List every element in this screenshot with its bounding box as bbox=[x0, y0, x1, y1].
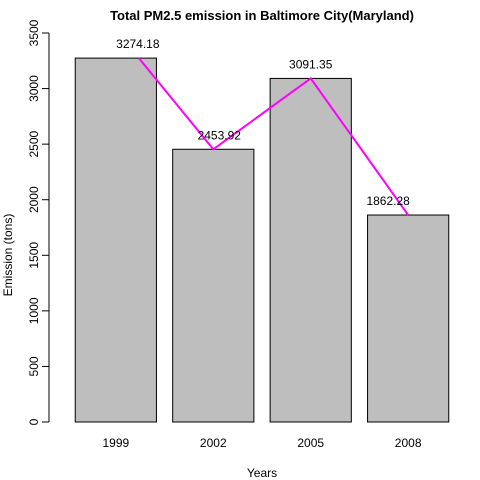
trend-line bbox=[138, 57, 409, 216]
x-axis-label: Years bbox=[247, 466, 277, 480]
y-tick-label-0: 0 bbox=[27, 418, 41, 425]
bars bbox=[74, 57, 450, 423]
x-tick-label-2002: 2002 bbox=[200, 436, 227, 450]
bar-2005 bbox=[269, 77, 352, 423]
data-label-2002: 2453.92 bbox=[198, 128, 242, 142]
y-tick-label-3000: 3000 bbox=[27, 75, 41, 102]
y-axis: 0 500 1000 1500 2000 2500 3000 3500 bbox=[27, 19, 50, 425]
y-tick-label-1500: 1500 bbox=[27, 242, 41, 269]
x-tick-labels: 1999 2002 2005 2008 bbox=[102, 436, 421, 450]
y-axis-label: Emission (tons) bbox=[1, 214, 15, 297]
bar-1999 bbox=[74, 57, 157, 423]
y-tick-label-2500: 2500 bbox=[27, 130, 41, 157]
data-label-2005: 3091.35 bbox=[289, 57, 333, 71]
y-tick-label-3500: 3500 bbox=[27, 19, 41, 46]
data-label-2008: 1862.28 bbox=[366, 194, 410, 208]
y-tick-label-500: 500 bbox=[27, 356, 41, 376]
x-tick-label-2008: 2008 bbox=[395, 436, 422, 450]
y-tick-label-2000: 2000 bbox=[27, 186, 41, 213]
data-labels: 3274.18 2453.92 3091.35 1862.28 bbox=[116, 37, 410, 208]
chart-title: Total PM2.5 emission in Baltimore City(M… bbox=[110, 8, 414, 23]
bar-2008 bbox=[367, 214, 450, 423]
y-tick-label-1000: 1000 bbox=[27, 297, 41, 324]
x-tick-label-2005: 2005 bbox=[297, 436, 324, 450]
trend-line-overlay bbox=[138, 57, 409, 216]
data-label-1999: 3274.18 bbox=[116, 37, 160, 51]
bar-2002 bbox=[172, 148, 255, 423]
x-tick-label-1999: 1999 bbox=[102, 436, 129, 450]
